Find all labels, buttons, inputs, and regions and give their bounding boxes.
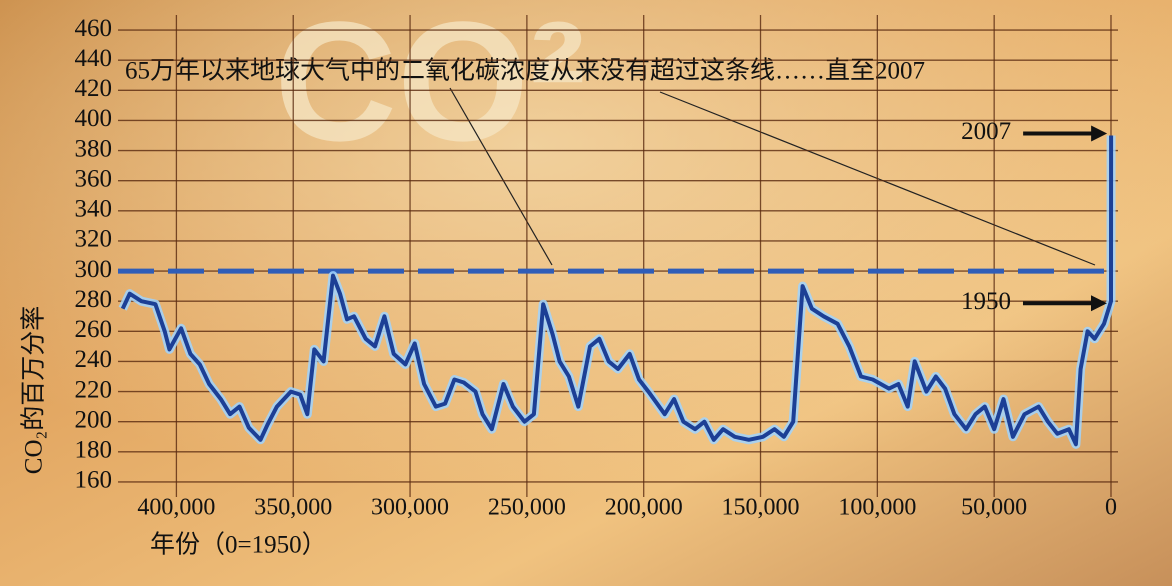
data-line: [120, 135, 1114, 447]
y-tick-label: 280: [75, 286, 113, 313]
x-tick-label: 100,000: [838, 495, 916, 521]
y-tick-label: 420: [75, 75, 113, 102]
y-tick-label: 360: [75, 165, 113, 192]
y-tick-label: 440: [75, 45, 113, 72]
y-tick-label: 340: [75, 196, 113, 223]
y-tick-label: 180: [75, 437, 113, 464]
x-axis-label: 年份（0=1950）: [150, 531, 327, 559]
annotation: 2007: [961, 118, 1011, 145]
y-tick-label: 160: [75, 467, 113, 494]
x-tick-label: 50,000: [961, 495, 1027, 521]
annotation-arrowhead: [1090, 295, 1107, 312]
y-tick-label: 200: [75, 406, 113, 433]
y-axis-label: CO₂的百万分率: [20, 306, 48, 474]
x-tick-label: 0: [1105, 495, 1117, 521]
pointer-line: [449, 87, 553, 266]
x-tick-label: 150,000: [722, 495, 800, 521]
x-tick-label: 300,000: [371, 495, 449, 521]
y-tick-label: 240: [75, 346, 113, 373]
y-tick-label: 300: [75, 256, 113, 283]
chart-title: 65万年以来地球大气中的二氧化碳浓度从来没有超过这条线……直至2007: [125, 57, 925, 85]
x-tick-label: 250,000: [488, 495, 566, 521]
y-tick-label: 400: [75, 105, 113, 132]
x-tick-label: 350,000: [254, 495, 332, 521]
x-tick-label: 400,000: [137, 495, 215, 521]
annotation: 1950: [961, 288, 1011, 315]
x-tick-label: 200,000: [605, 495, 683, 521]
annotation-arrowhead: [1091, 125, 1108, 142]
y-tick-label: 320: [75, 226, 113, 253]
y-tick-label: 220: [75, 376, 113, 403]
y-tick-label: 460: [75, 15, 113, 42]
y-tick-label: 380: [75, 135, 113, 162]
y-tick-label: 260: [75, 316, 113, 343]
